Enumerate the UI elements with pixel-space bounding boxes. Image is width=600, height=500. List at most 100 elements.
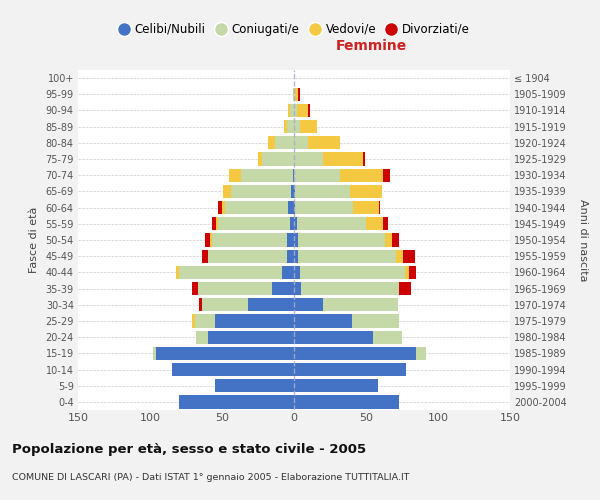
Bar — [294, 396, 399, 408]
Bar — [208, 330, 294, 344]
Bar — [379, 201, 380, 214]
Bar — [275, 136, 294, 149]
Bar — [350, 185, 382, 198]
Bar — [294, 185, 295, 198]
Bar — [258, 152, 262, 166]
Bar — [294, 379, 377, 392]
Bar — [294, 88, 295, 101]
Bar — [288, 104, 290, 117]
Bar — [383, 168, 391, 182]
Bar — [212, 234, 287, 246]
Bar — [385, 234, 392, 246]
Bar — [297, 217, 366, 230]
Bar — [396, 250, 403, 263]
Bar — [300, 120, 317, 134]
Bar — [294, 298, 323, 312]
Bar — [294, 168, 340, 182]
Bar — [294, 346, 416, 360]
Bar — [222, 201, 225, 214]
Bar — [208, 250, 287, 263]
Bar — [179, 266, 283, 279]
Bar — [373, 330, 402, 344]
Bar — [179, 396, 294, 408]
Bar — [290, 217, 294, 230]
Bar — [283, 266, 294, 279]
Bar — [294, 250, 298, 263]
Bar — [268, 136, 275, 149]
Bar — [295, 185, 350, 198]
Bar — [215, 314, 294, 328]
Bar — [192, 282, 197, 295]
Bar — [403, 250, 415, 263]
Bar — [405, 266, 409, 279]
Bar — [294, 314, 352, 328]
Text: Femmine: Femmine — [336, 39, 407, 53]
Bar — [223, 185, 230, 198]
Bar — [294, 217, 297, 230]
Bar — [287, 120, 294, 134]
Bar — [295, 88, 298, 101]
Bar — [241, 168, 293, 182]
Bar — [298, 234, 385, 246]
Bar — [294, 330, 373, 344]
Y-axis label: Fasce di età: Fasce di età — [29, 207, 38, 273]
Bar — [218, 217, 290, 230]
Bar — [205, 234, 211, 246]
Bar — [323, 152, 363, 166]
Bar — [308, 104, 310, 117]
Bar — [215, 379, 294, 392]
Bar — [284, 120, 287, 134]
Bar — [323, 298, 398, 312]
Bar — [288, 201, 294, 214]
Bar — [153, 346, 156, 360]
Bar — [293, 88, 294, 101]
Bar — [340, 168, 383, 182]
Bar — [298, 88, 300, 101]
Bar — [294, 136, 308, 149]
Bar — [308, 136, 340, 149]
Bar — [294, 152, 323, 166]
Bar — [192, 314, 194, 328]
Bar — [202, 250, 208, 263]
Bar — [216, 217, 218, 230]
Bar — [172, 363, 294, 376]
Bar — [352, 314, 399, 328]
Bar — [218, 201, 222, 214]
Bar — [294, 201, 295, 214]
Text: COMUNE DI LASCARI (PA) - Dati ISTAT 1° gennaio 2005 - Elaborazione TUTTITALIA.IT: COMUNE DI LASCARI (PA) - Dati ISTAT 1° g… — [12, 472, 409, 482]
Bar — [298, 250, 396, 263]
Bar — [248, 298, 294, 312]
Bar — [262, 152, 294, 166]
Bar — [392, 234, 399, 246]
Bar — [300, 266, 405, 279]
Bar — [297, 104, 308, 117]
Legend: Celibi/Nubili, Coniugati/e, Vedovi/e, Divorziati/e: Celibi/Nubili, Coniugati/e, Vedovi/e, Di… — [113, 18, 475, 40]
Bar — [294, 282, 301, 295]
Bar — [229, 168, 241, 182]
Y-axis label: Anni di nascita: Anni di nascita — [578, 198, 588, 281]
Bar — [196, 330, 208, 344]
Bar — [176, 266, 179, 279]
Bar — [194, 314, 215, 328]
Bar — [409, 266, 416, 279]
Bar — [212, 217, 216, 230]
Bar — [291, 185, 294, 198]
Bar — [295, 201, 353, 214]
Bar — [416, 346, 427, 360]
Bar — [301, 282, 399, 295]
Bar — [294, 104, 297, 117]
Bar — [230, 185, 291, 198]
Bar — [293, 168, 294, 182]
Bar — [199, 298, 202, 312]
Bar — [197, 282, 272, 295]
Bar — [399, 282, 410, 295]
Bar — [294, 234, 298, 246]
Bar — [383, 217, 388, 230]
Bar — [287, 234, 294, 246]
Bar — [225, 201, 288, 214]
Bar — [363, 152, 365, 166]
Bar — [290, 104, 294, 117]
Bar — [272, 282, 294, 295]
Bar — [211, 234, 212, 246]
Bar — [156, 346, 294, 360]
